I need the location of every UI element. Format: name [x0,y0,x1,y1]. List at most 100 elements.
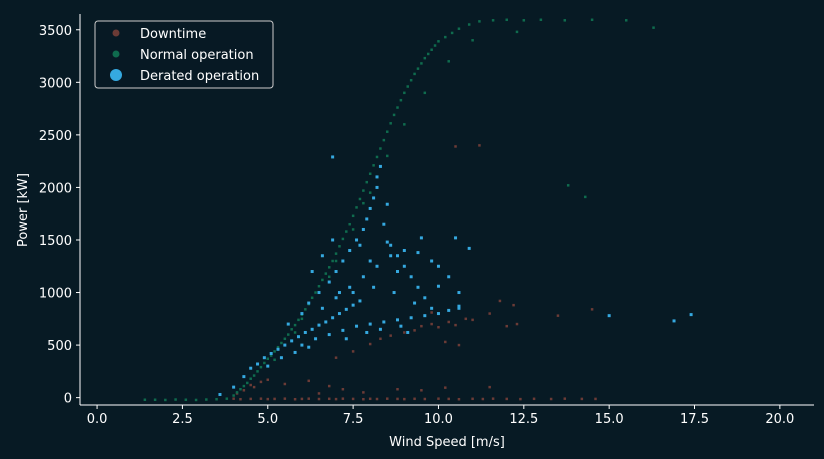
derated-operation-point [341,259,345,263]
derated-operation-point [385,240,389,244]
derated-operation-point [409,275,413,279]
normal-operation-point [365,180,369,184]
derated-operation-point [337,312,341,316]
downtime-point [444,386,447,389]
normal-operation-point [368,172,372,176]
normal-operation-point [566,184,570,187]
normal-operation-point [389,122,392,125]
derated-operation-point [396,270,399,274]
normal-operation-point [194,398,198,402]
derated-operation-point [334,296,338,300]
x-tick-label: 0.0 [87,412,108,427]
derated-operation-point [290,339,294,343]
y-tick-label: 500 [47,339,72,354]
normal-operation-point [297,318,300,322]
legend-marker-normal-operation [112,50,120,58]
downtime-point [283,382,287,386]
normal-operation-point [283,337,287,341]
derated-operation-point [399,324,403,328]
downtime-point [242,389,246,392]
normal-operation-point [652,26,655,29]
derated-operation-point [372,285,376,289]
y-ticks: 0 500 1000 1500 2000 2500 3000 3500 [39,24,80,407]
derated-operation-point [389,254,393,258]
x-tick-label: 17.5 [680,412,709,427]
normal-operation-point [539,18,543,22]
normal-operation-point [375,155,379,159]
y-tick-label: 3500 [39,24,72,39]
downtime-point [481,397,485,401]
normal-operation-point [444,35,447,39]
derated-operation-point [457,306,461,310]
derated-operation-point [457,291,461,295]
downtime-point [362,397,365,401]
normal-operation-point [293,331,297,334]
derated-operation-point [406,330,410,334]
downtime-point [403,397,406,401]
series-downtime [232,144,597,401]
normal-operation-point [334,252,338,255]
downtime-point [259,380,263,384]
normal-operation-point [290,328,293,331]
downtime-point [334,356,338,359]
downtime-point [389,334,392,337]
legend-label-derated-operation: Derated operation [140,69,259,84]
derated-operation-point [454,236,458,240]
derated-operation-point [382,320,386,324]
derated-operation-point [279,356,283,360]
derated-operation-point [467,246,471,250]
downtime-point [488,312,491,315]
derated-operation-point [327,333,331,337]
normal-operation-point [341,237,345,241]
normal-operation-point [239,387,242,391]
normal-operation-point [423,91,427,95]
downtime-point [341,397,345,400]
downtime-point [457,397,461,401]
derated-operation-point [293,350,297,354]
x-ticks: 0.0 2.5 5.0 7.5 10.0 12.5 15.0 17.5 20.0 [87,405,794,427]
series-derated-operation [218,155,693,396]
derated-operation-point [296,335,300,339]
derated-operation-point [300,312,304,316]
downtime-point [375,397,379,401]
normal-operation-point [362,189,365,192]
derated-operation-point [317,323,321,327]
downtime-point [266,378,270,382]
normal-operation-point [280,341,283,345]
normal-operation-point [368,191,372,194]
derated-operation-point [396,318,399,322]
derated-operation-point [416,285,420,289]
downtime-point [447,397,450,401]
normal-operation-point [447,60,450,63]
normal-operation-point [362,201,365,205]
derated-operation-point [672,319,676,323]
downtime-point [532,397,536,401]
normal-operation-point [584,195,587,199]
normal-operation-point [153,398,157,401]
downtime-point [413,397,416,401]
normal-operation-point [403,91,406,95]
normal-operation-point [143,398,147,401]
normal-operation-point [338,245,341,248]
downtime-point [273,397,276,401]
normal-operation-point [413,72,416,76]
normal-operation-point [314,291,317,294]
derated-operation-point [436,264,440,268]
derated-operation-point [320,254,324,258]
downtime-point [447,320,450,324]
downtime-point [351,350,355,353]
derated-operation-point [334,270,338,274]
derated-operation-point [368,206,372,210]
derated-operation-point [249,366,253,370]
downtime-point [283,397,287,400]
derated-operation-point [368,259,372,263]
axes [79,14,814,406]
legend-marker-downtime [112,29,120,37]
downtime-point [327,384,331,388]
downtime-point [293,397,297,401]
normal-operation-point [406,85,409,88]
y-tick-label: 2000 [39,181,72,196]
derated-operation-point [358,299,362,303]
x-tick-label: 2.5 [172,412,193,427]
